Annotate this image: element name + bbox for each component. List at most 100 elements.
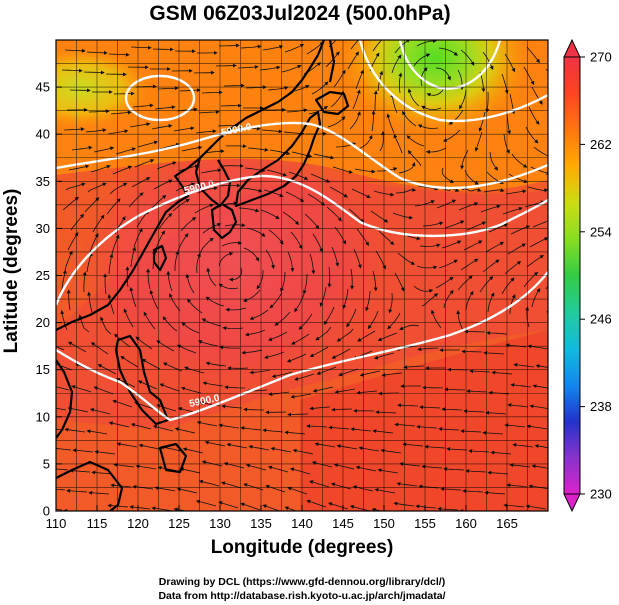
streamline [198,479,220,487]
contour-cold-low [398,40,502,90]
streamline [242,289,261,302]
streamline [312,386,334,393]
streamline [507,243,526,255]
streamline [287,412,309,417]
streamline [458,202,479,211]
streamline [244,329,266,337]
streamline [294,373,315,381]
streamline [205,296,225,307]
streamline [379,130,386,152]
streamline [256,270,264,290]
streamline [246,227,266,237]
colorbar-tick-label: 230 [590,487,612,502]
streamline [333,463,355,470]
streamline [420,67,428,87]
streamline [132,103,154,108]
streamline [204,440,226,447]
y-tick-label: 10 [36,409,50,424]
streamline [286,353,307,363]
streamline [68,164,90,171]
streamline [534,444,548,449]
streamline [71,385,92,393]
streamline [526,254,544,268]
streamline [248,444,270,451]
streamline [512,443,534,448]
streamline [437,506,459,511]
streamline [71,145,93,151]
streamline [509,463,531,468]
streamline [413,285,434,293]
streamline [407,150,422,167]
streamline [306,41,324,55]
borneo [56,460,124,511]
streamline [416,424,438,429]
streamline [549,258,564,270]
streamline [110,110,132,115]
colorbar-fill [563,56,581,495]
streamline [373,90,378,111]
streamline [334,388,356,394]
streamline [328,502,349,510]
streamline [82,271,87,293]
streamline [532,384,548,389]
x-tick-label: 115 [87,516,108,531]
streamline [444,387,466,392]
streamline [378,230,395,246]
streamline [282,211,300,226]
streamline [352,89,361,110]
streamline [425,147,447,154]
streamline [87,291,93,313]
streamline [69,468,91,473]
streamline [159,142,181,150]
gridlines [56,40,548,511]
streamline [442,129,461,142]
streamline [288,171,309,180]
streamline [526,424,548,430]
streamline [115,147,136,155]
streamline [441,407,463,412]
streamline [407,88,420,107]
streamline [356,228,370,246]
streamline [196,420,218,427]
streamline [92,214,105,233]
streamline [292,448,314,455]
streamline [377,332,398,342]
y-tick-label: 5 [43,456,50,471]
streamline [463,409,485,414]
streamline [440,486,462,491]
streamline [330,90,345,108]
taiwan [152,244,168,272]
streamline [554,291,561,309]
streamline [414,200,435,207]
streamline [221,240,243,247]
streamline [394,422,416,427]
streamline [243,483,264,491]
streamline [438,259,459,269]
streamline [391,54,402,74]
x-tick-label: 135 [250,516,272,531]
streamline [66,289,71,311]
streamline [487,470,509,475]
streamline [330,482,352,490]
streamline [460,429,482,434]
streamline [149,289,159,310]
streamline [60,310,68,331]
streamline [158,212,173,230]
streamline [464,329,486,334]
streamline [468,449,490,454]
streamline [224,385,245,390]
streamline [416,40,437,47]
streamline [291,333,310,345]
streamline [523,271,539,288]
x-axis-ticks: 110 115 120 125 130 135 140 145 150 155 160 165 [46,505,518,531]
x-axis-label: Longitude (degrees) [210,537,394,558]
y-tick-label: 40 [36,127,50,142]
streamline [395,187,417,194]
streamline [327,116,346,128]
streamline [503,133,510,154]
x-tick-label: 110 [46,516,67,531]
streamline [444,220,465,229]
x-tick-label: 130 [209,516,231,531]
streamline [350,40,359,50]
streamline [446,447,468,452]
